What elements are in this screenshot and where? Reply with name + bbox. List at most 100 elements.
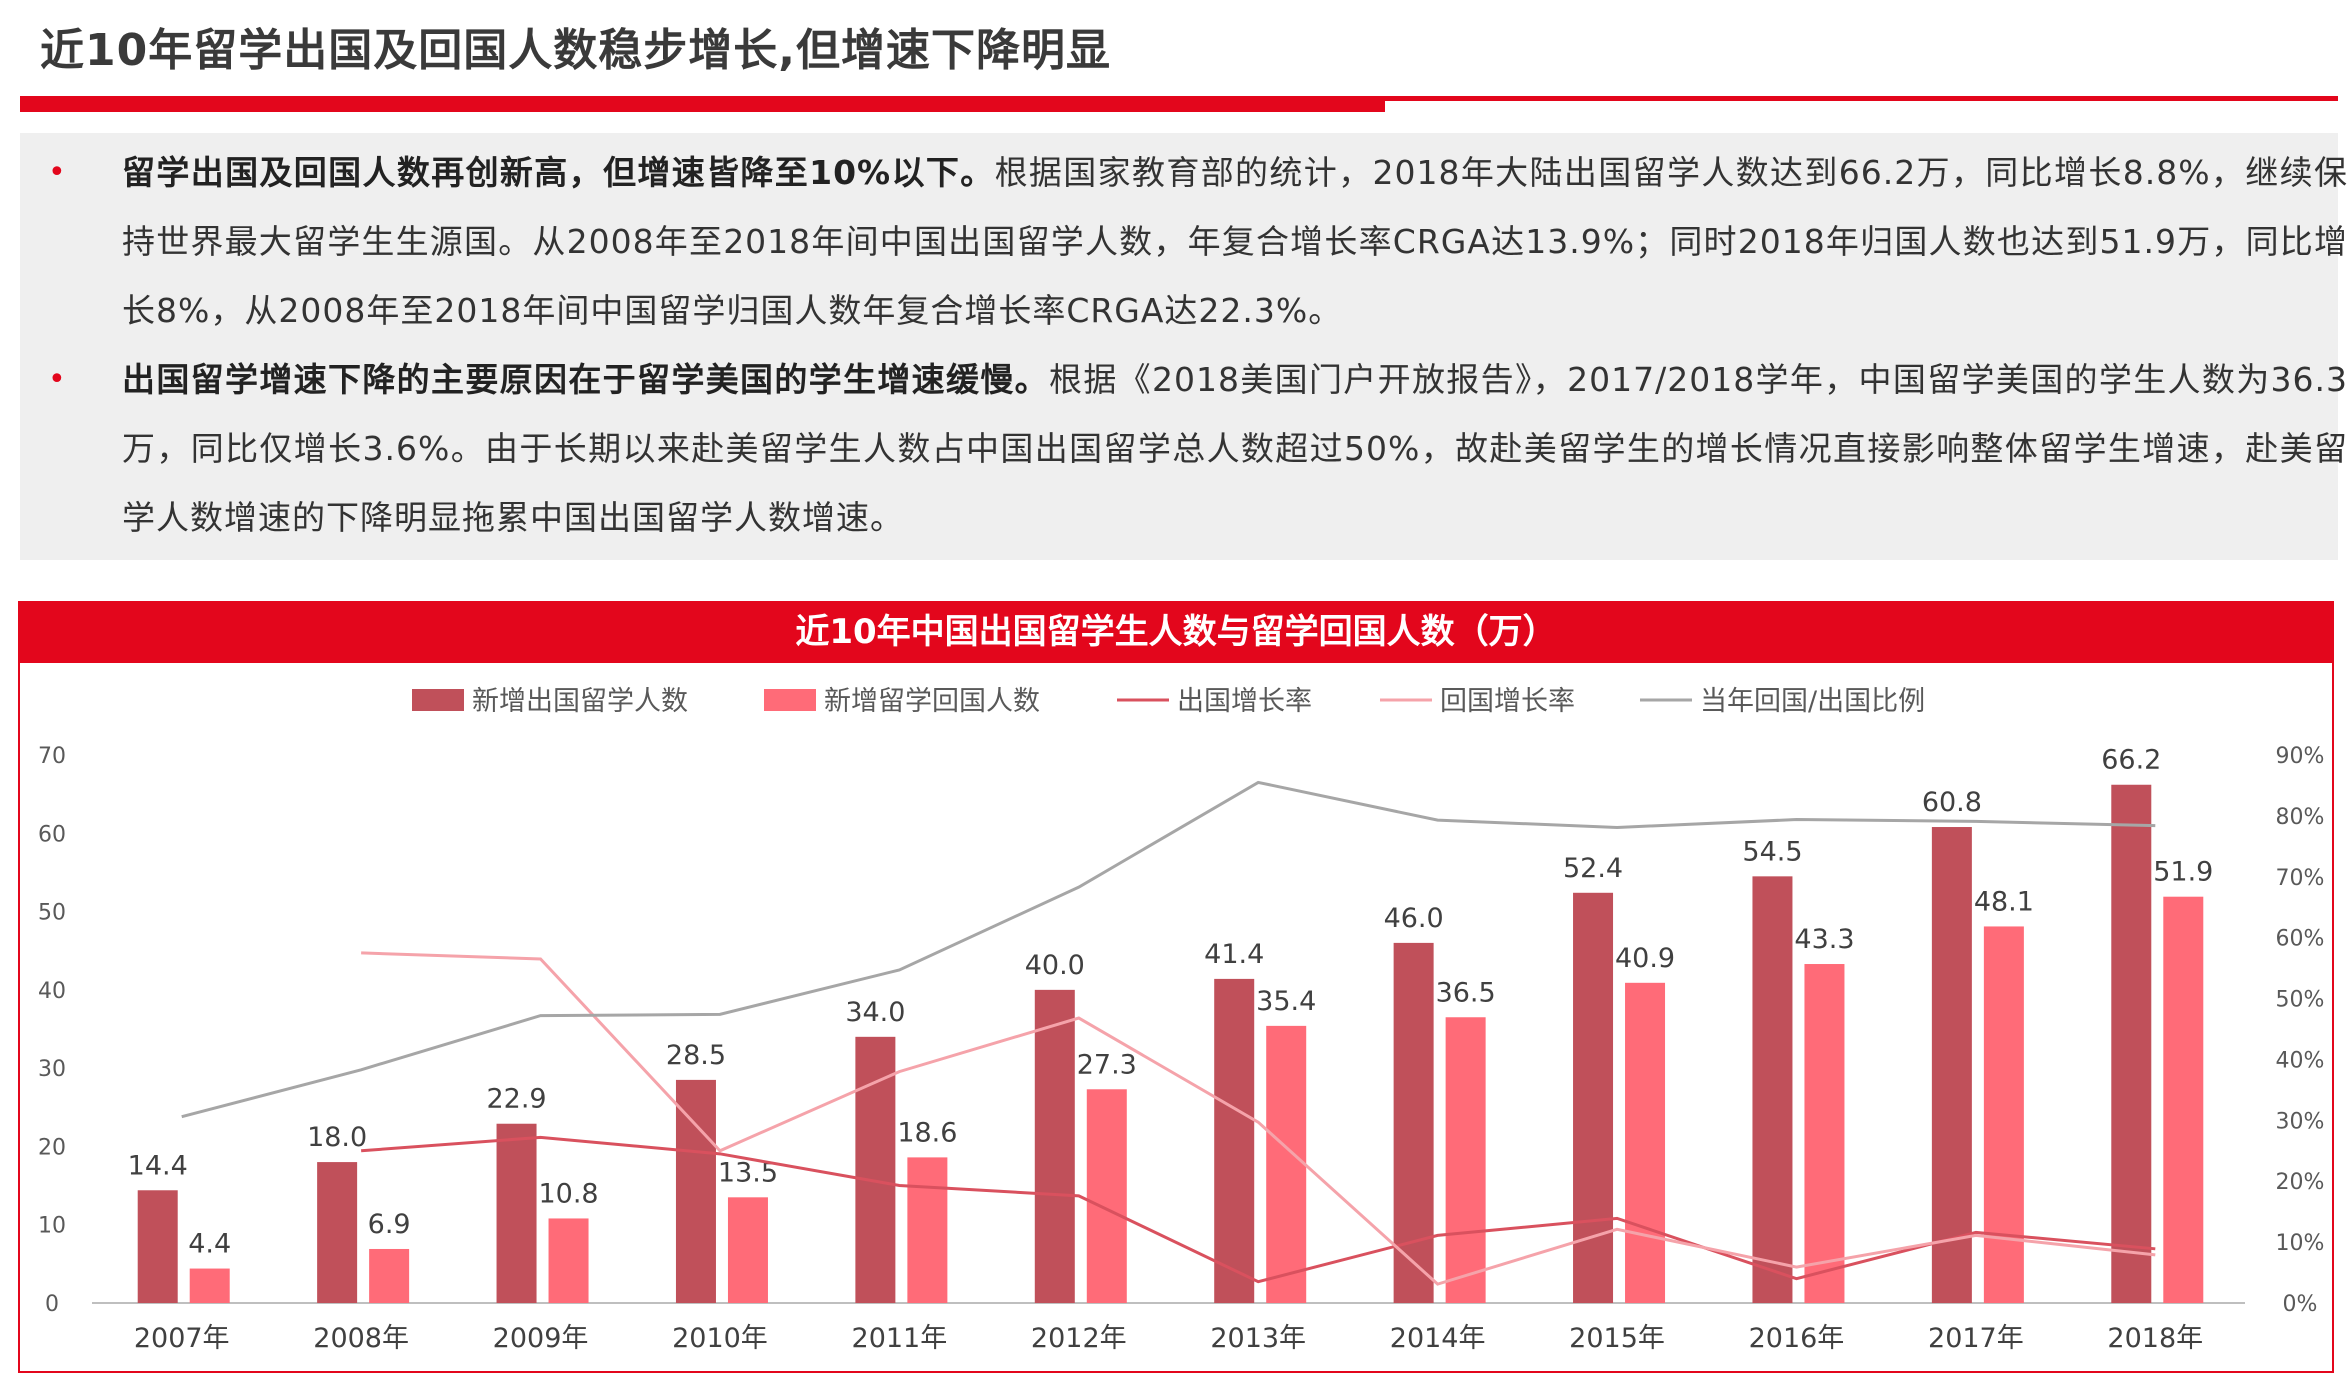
bar-returnee [727,1197,768,1303]
data-label: 40.9 [1615,943,1675,974]
y2-tick-label: 50% [2276,988,2325,1013]
data-label: 14.4 [128,1150,188,1181]
legend-label: 当年回国/出国比例 [1700,686,1925,717]
bar-outbound [1752,876,1793,1303]
data-label: 46.0 [1384,903,1444,934]
data-label: 18.0 [307,1122,367,1153]
data-label: 28.5 [666,1040,726,1071]
y-tick-label: 10 [38,1214,66,1239]
data-label: 22.9 [486,1084,546,1115]
bar-outbound [317,1162,358,1303]
y2-tick-label: 20% [2276,1170,2325,1195]
bullet-highlight: 出国留学增速下降的主要原因在于留学美国的学生增速缓慢。 [122,360,1049,399]
bullet-body: 留学出国及回国人数再创新高，但增速皆降至10%以下。根据国家教育部的统计，201… [58,138,2348,345]
data-label: 51.9 [2153,857,2213,888]
page-title: 近10年留学出国及回国人数稳步增长,但增速下降明显 [40,25,1111,76]
data-label: 35.4 [1256,986,1316,1017]
bullet-text: 根据《2018美国门户开放报告》，2017/2018学年，中国留学美国的学生人数… [122,360,2349,537]
x-tick-label: 2018年 [2107,1323,2203,1354]
y2-tick-label: 80% [2276,805,2325,830]
chart-title: 近10年中国出国留学生人数与留学回国人数（万） [18,601,2334,663]
y2-tick-label: 40% [2276,1048,2325,1073]
bar-returnee [189,1268,230,1303]
legend-label: 新增留学回国人数 [824,686,1040,717]
data-label: 41.4 [1204,939,1264,970]
bar-outbound [1034,989,1075,1303]
data-label: 10.8 [538,1178,598,1209]
data-label: 60.8 [1922,787,1982,818]
y2-tick-label: 70% [2276,866,2325,891]
data-label: 18.6 [897,1117,957,1148]
bar-returnee [1983,926,2024,1303]
x-tick-label: 2008年 [313,1323,409,1354]
line-returnee-growth [361,951,2156,1286]
bullet-text: 根据国家教育部的统计，2018年大陆出国留学人数达到66.2万，同比增长8.8%… [122,153,2348,330]
legend-swatch [764,689,816,711]
x-tick-label: 2009年 [493,1323,589,1354]
bar-returnee [1804,964,1845,1303]
x-tick-label: 2012年 [1031,1323,1127,1354]
bar-returnee [1445,1017,1486,1303]
data-label: 40.0 [1025,950,1085,981]
legend-swatch [412,689,464,711]
title-underline-thin [1385,96,2338,101]
bar-outbound [496,1123,537,1303]
y2-tick-label: 10% [2276,1231,2325,1256]
line-outbound-growth [361,1135,2156,1284]
x-tick-label: 2015年 [1569,1323,1665,1354]
summary-bullet-1: • 留学出国及回国人数再创新高，但增速皆降至10%以下。根据国家教育部的统计，2… [48,138,2348,345]
x-tick-label: 2014年 [1390,1323,1486,1354]
legend-label: 出国增长率 [1177,686,1312,717]
bar-returnee [1266,1025,1307,1303]
legend-label: 回国增长率 [1440,686,1575,717]
y-tick-label: 70 [38,744,66,769]
bar-outbound [675,1079,716,1303]
data-label: 6.9 [368,1209,411,1240]
bar-outbound [1214,978,1255,1303]
bar-returnee [2163,896,2204,1303]
y2-tick-label: 0% [2283,1292,2318,1317]
y-tick-label: 40 [38,979,66,1004]
y-tick-label: 20 [38,1135,66,1160]
data-label: 52.4 [1563,853,1623,884]
y-tick-label: 60 [38,822,66,847]
data-label: 43.3 [1794,924,1854,955]
x-tick-label: 2017年 [1928,1323,2024,1354]
data-label: 27.3 [1077,1049,1137,1080]
bullet-body: 出国留学增速下降的主要原因在于留学美国的学生增速缓慢。根据《2018美国门户开放… [58,345,2348,552]
data-label: 54.5 [1742,836,1802,867]
bar-returnee [1086,1089,1127,1303]
y2-tick-label: 30% [2276,1109,2325,1134]
y-tick-label: 50 [38,901,66,926]
y2-tick-label: 90% [2276,744,2325,769]
x-tick-label: 2016年 [1749,1323,1845,1354]
line-return-ratio [181,780,2156,1119]
data-label: 34.0 [845,997,905,1028]
data-label: 66.2 [2101,745,2161,776]
y-tick-label: 30 [38,1057,66,1082]
y2-tick-label: 60% [2276,927,2325,952]
x-tick-label: 2013年 [1210,1323,1306,1354]
bar-returnee [548,1218,589,1303]
bar-returnee [907,1157,948,1303]
x-tick-label: 2010年 [672,1323,768,1354]
data-label: 36.5 [1436,977,1496,1008]
bar-returnee [369,1248,410,1303]
data-label: 4.4 [188,1229,231,1260]
x-tick-label: 2007年 [134,1323,230,1354]
summary-bullet-2: • 出国留学增速下降的主要原因在于留学美国的学生增速缓慢。根据《2018美国门户… [48,345,2348,552]
bullet-dot-icon: • [48,155,67,190]
bar-outbound [2111,784,2152,1303]
bar-outbound [137,1190,178,1303]
bullet-dot-icon: • [48,362,67,397]
bar-returnee [1625,982,1666,1303]
summary-panel: • 留学出国及回国人数再创新高，但增速皆降至10%以下。根据国家教育部的统计，2… [20,133,2347,560]
legend-label: 新增出国留学人数 [472,686,688,717]
bar-outbound [1931,827,1972,1303]
data-label: 48.1 [1974,886,2034,917]
x-tick-label: 2011年 [852,1323,948,1354]
bullet-highlight: 留学出国及回国人数再创新高，但增速皆降至10%以下。 [122,153,995,192]
y-tick-label: 0 [45,1292,59,1317]
bar-outbound [1573,892,1614,1303]
